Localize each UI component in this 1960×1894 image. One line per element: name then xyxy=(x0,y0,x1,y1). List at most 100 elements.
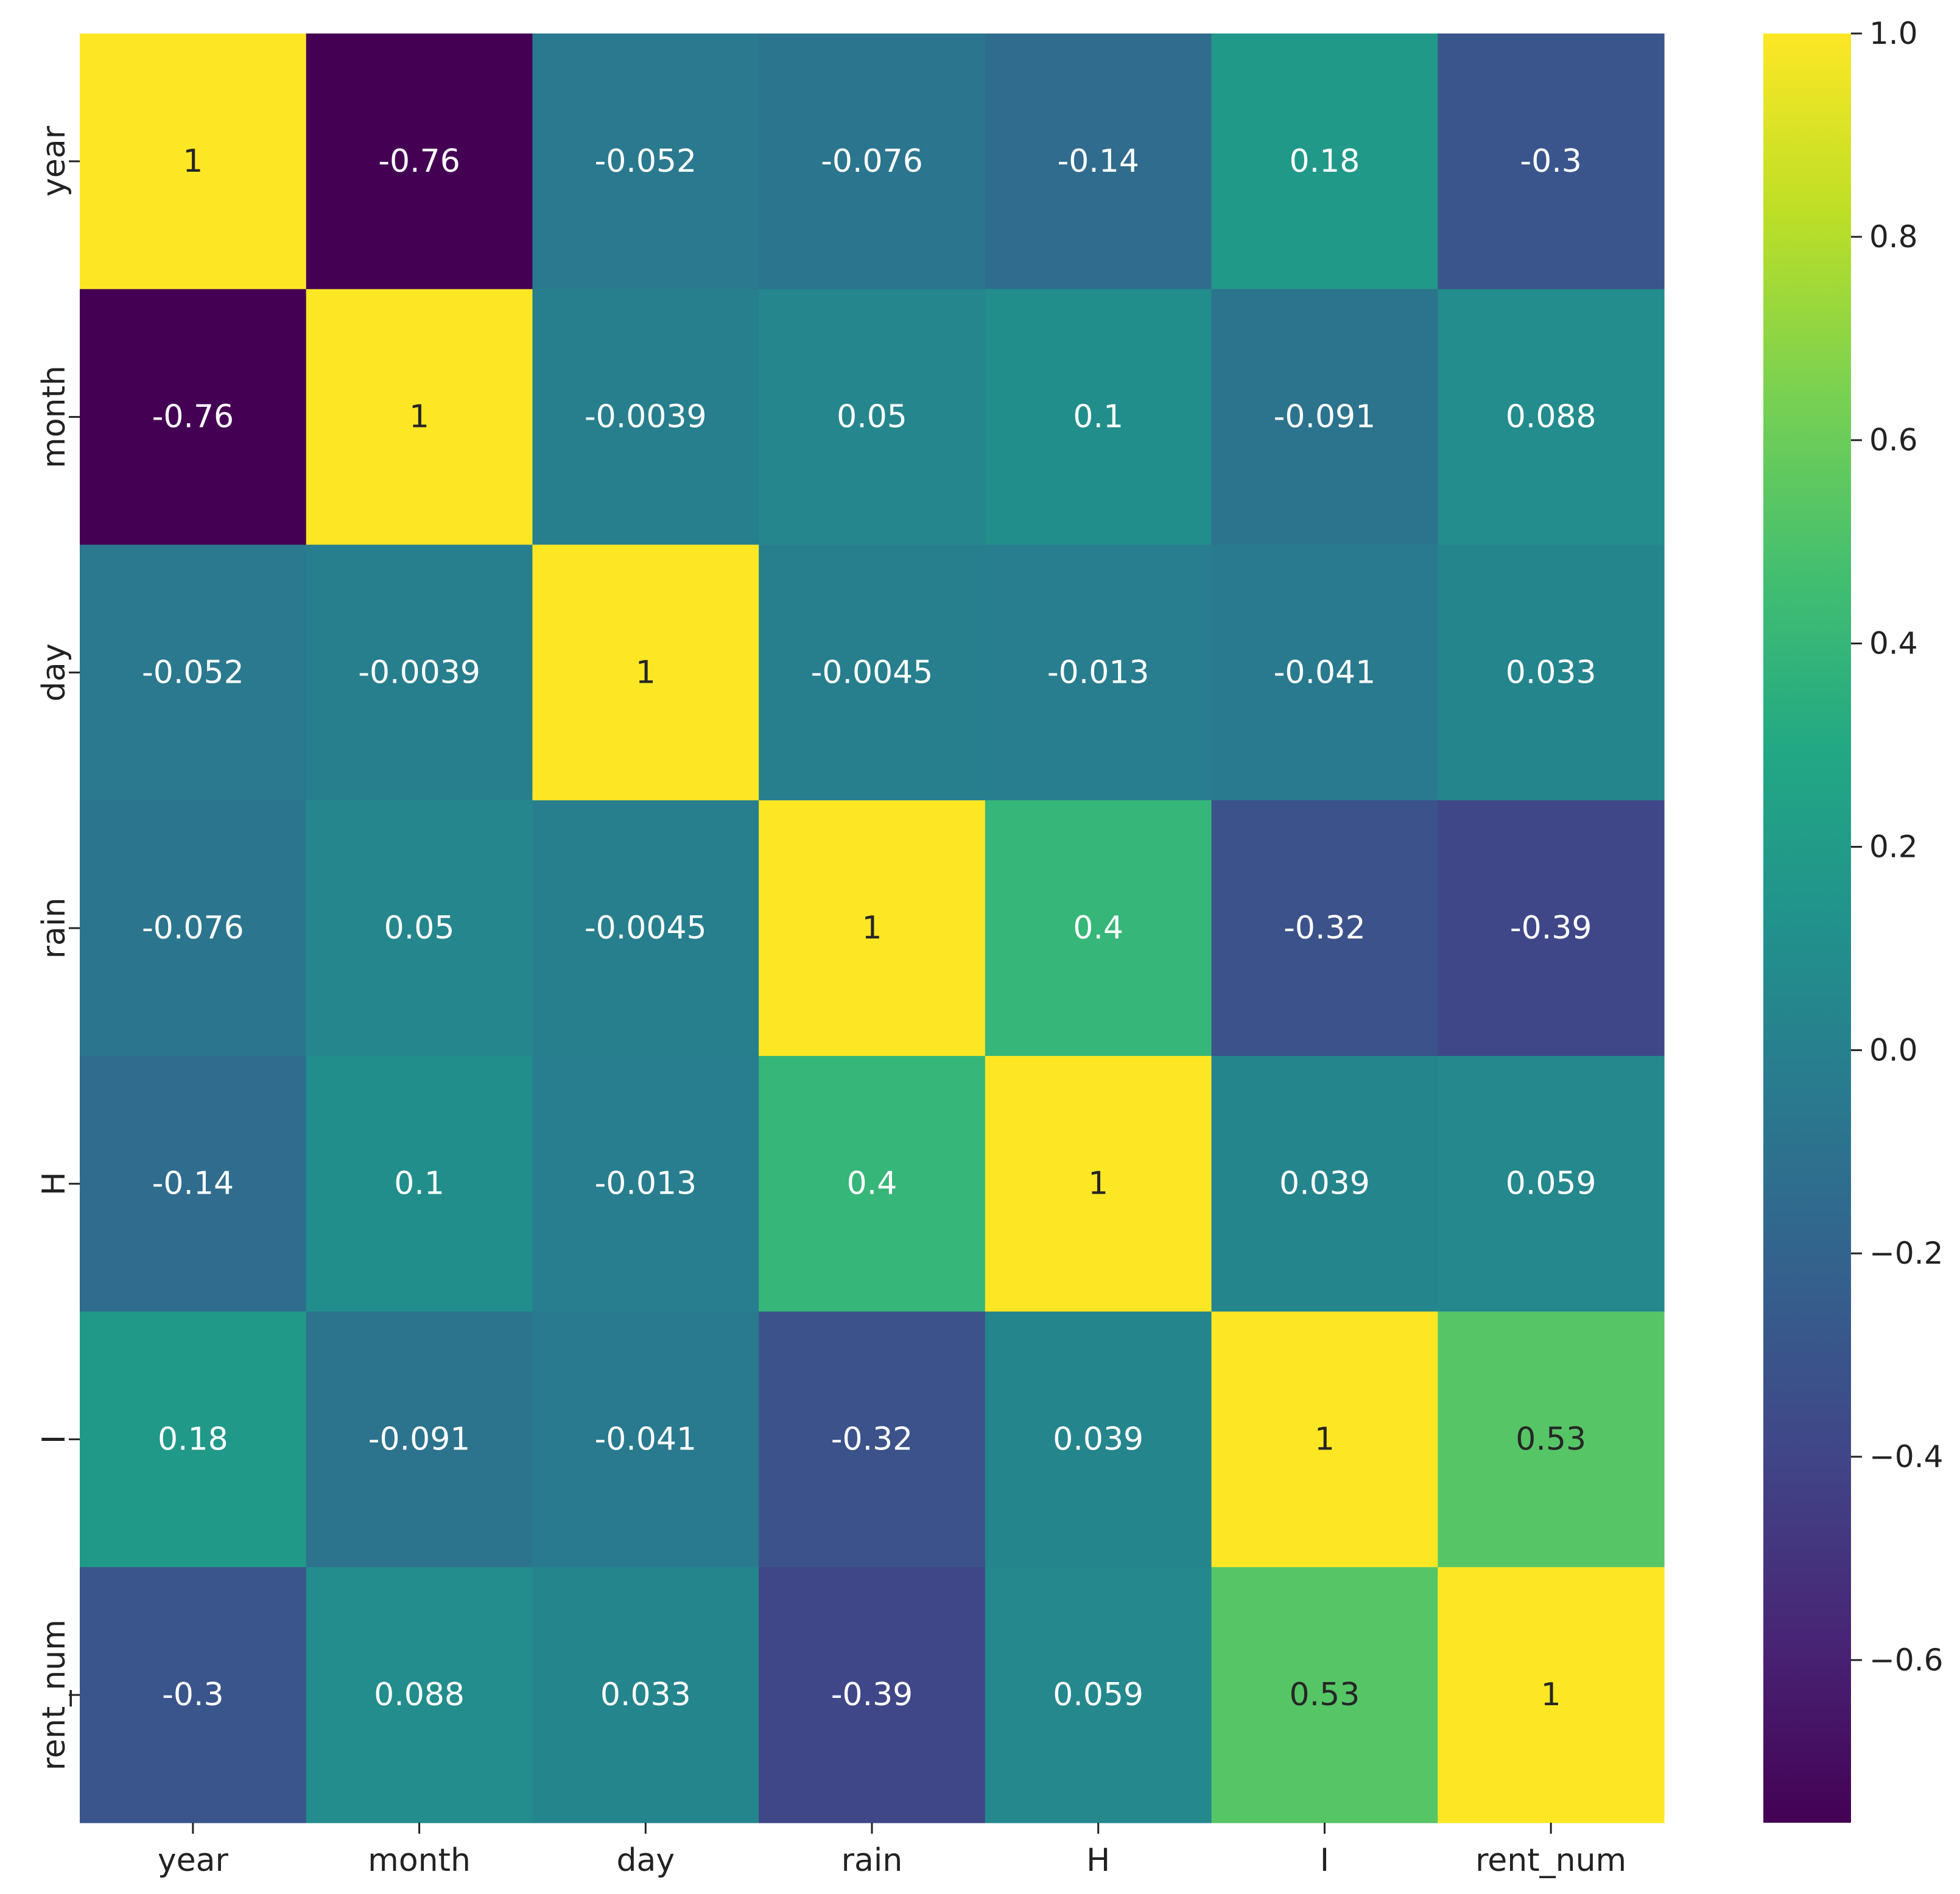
x-tick-label-I: I xyxy=(1320,1842,1329,1879)
cell-annotation-rain-day: -0.0045 xyxy=(585,910,707,946)
heatmap-cell-rent_num-H xyxy=(985,1567,1212,1823)
heatmap-cell-day-rent_num xyxy=(1438,544,1665,801)
heatmap-cell-year-year xyxy=(80,33,307,290)
cell-annotation-month-H: 0.1 xyxy=(1073,399,1123,435)
heatmap-cell-month-rent_num xyxy=(1438,289,1665,546)
colorbar-tick-label-6: −0.2 xyxy=(1869,1236,1943,1271)
cell-annotation-year-H: -0.14 xyxy=(1057,143,1139,180)
heatmap-cell-I-month xyxy=(306,1311,533,1568)
heatmap-cell-day-day xyxy=(532,544,759,801)
heatmap-cell-rain-rain xyxy=(759,800,986,1057)
heatmap-cell-rain-month xyxy=(306,800,533,1057)
cell-annotation-I-H: 0.039 xyxy=(1053,1421,1143,1457)
cell-annotation-H-rain: 0.4 xyxy=(847,1166,897,1202)
heatmap-cell-rent_num-I xyxy=(1211,1567,1438,1823)
heatmap-cell-day-month xyxy=(306,544,533,801)
cell-annotation-rent_num-I: 0.53 xyxy=(1290,1677,1360,1713)
heatmap-cell-rent_num-rent_num xyxy=(1438,1567,1665,1823)
cell-annotation-rent_num-rain: -0.39 xyxy=(831,1677,913,1713)
colorbar-tick-label-7: −0.4 xyxy=(1869,1439,1943,1474)
heatmap-cell-year-day xyxy=(532,33,759,290)
cell-annotation-rent_num-rent_num: 1 xyxy=(1541,1677,1561,1713)
cell-annotation-day-rent_num: 0.033 xyxy=(1506,654,1596,691)
heatmap-cell-rain-rent_num xyxy=(1438,800,1665,1057)
colorbar-tick-label-2: 0.6 xyxy=(1869,423,1918,458)
cell-annotation-H-day: -0.013 xyxy=(594,1166,697,1202)
cell-annotation-day-year: -0.052 xyxy=(142,654,244,691)
cell-annotation-H-month: 0.1 xyxy=(394,1166,444,1202)
heatmap-cell-H-rain xyxy=(759,1055,986,1312)
cell-annotation-H-year: -0.14 xyxy=(152,1166,234,1202)
colorbar-tick-label-4: 0.2 xyxy=(1869,829,1918,864)
heatmap-cell-rent_num-rain xyxy=(759,1567,986,1823)
heatmap-cell-year-month xyxy=(306,33,533,290)
heatmap-cell-rain-H xyxy=(985,800,1212,1057)
heatmap-cell-rain-day xyxy=(532,800,759,1057)
cell-annotation-H-I: 0.039 xyxy=(1279,1166,1370,1202)
cell-annotation-year-month: -0.76 xyxy=(378,143,460,180)
y-tick-label-rent_num: rent_num xyxy=(36,1619,72,1770)
cell-annotation-rent_num-H: 0.059 xyxy=(1053,1677,1143,1713)
colorbar-tick-label-8: −0.6 xyxy=(1869,1642,1943,1678)
cell-annotation-year-rain: -0.076 xyxy=(821,143,923,180)
cell-annotation-H-H: 1 xyxy=(1088,1166,1108,1202)
heatmap-cell-rain-I xyxy=(1211,800,1438,1057)
heatmap-cell-H-H xyxy=(985,1055,1212,1312)
heatmap-cell-day-H xyxy=(985,544,1212,801)
cell-annotation-rain-I: -0.32 xyxy=(1284,910,1366,946)
heatmap-cell-year-I xyxy=(1211,33,1438,290)
cell-annotation-rent_num-year: -0.3 xyxy=(162,1677,223,1713)
colorbar-gradient xyxy=(1763,33,1851,1823)
colorbar-tick-label-3: 0.4 xyxy=(1869,626,1918,661)
heatmap-cell-H-month xyxy=(306,1055,533,1312)
y-tick-label-year: year xyxy=(36,125,72,197)
cell-annotation-day-I: -0.041 xyxy=(1274,654,1376,691)
y-tick-label-rain: rain xyxy=(36,898,72,959)
cell-annotation-month-day: -0.0039 xyxy=(585,399,707,435)
heatmap-cell-H-rent_num xyxy=(1438,1055,1665,1312)
cell-annotation-day-H: -0.013 xyxy=(1047,654,1150,691)
heatmap-cell-month-year xyxy=(80,289,307,546)
heatmap-cell-day-I xyxy=(1211,544,1438,801)
cell-annotation-month-rent_num: 0.088 xyxy=(1506,399,1596,435)
heatmap-cell-rent_num-month xyxy=(306,1567,533,1823)
y-tick-label-day: day xyxy=(36,643,72,702)
heatmap-cell-month-day xyxy=(532,289,759,546)
heatmap-cell-year-rent_num xyxy=(1438,33,1665,290)
cell-annotation-I-rent_num: 0.53 xyxy=(1516,1421,1586,1457)
x-tick-label-rain: rain xyxy=(841,1842,903,1879)
heatmap-cell-H-day xyxy=(532,1055,759,1312)
heatmap-cell-I-year xyxy=(80,1311,307,1568)
cell-annotation-I-day: -0.041 xyxy=(594,1421,697,1457)
cell-annotation-H-rent_num: 0.059 xyxy=(1506,1166,1596,1202)
heatmap-cell-H-year xyxy=(80,1055,307,1312)
cell-annotation-rain-rain: 1 xyxy=(862,910,882,946)
x-tick-label-rent_num: rent_num xyxy=(1475,1842,1626,1879)
heatmap-cell-I-rain xyxy=(759,1311,986,1568)
heatmap-cell-I-rent_num xyxy=(1438,1311,1665,1568)
heatmap-grid: 1 -0.76 -0.052 -0.076 -0.14 0.18 -0.3 -0.76 1 -0.… xyxy=(80,33,1665,1823)
cell-annotation-year-I: 0.18 xyxy=(1290,143,1360,180)
heatmap-cell-month-rain xyxy=(759,289,986,546)
heatmap-cell-I-day xyxy=(532,1311,759,1568)
heatmap-cell-month-H xyxy=(985,289,1212,546)
heatmap-cell-month-month xyxy=(306,289,533,546)
y-tick-label-H: H xyxy=(36,1172,72,1195)
cell-annotation-day-month: -0.0039 xyxy=(358,654,480,691)
colorbar-tick-label-0: 1.0 xyxy=(1869,16,1918,51)
cell-annotation-month-I: -0.091 xyxy=(1274,399,1376,435)
y-tick-label-month: month xyxy=(36,365,72,468)
colorbar-tick-label-5: 0.0 xyxy=(1869,1032,1918,1068)
cell-annotation-month-year: -0.76 xyxy=(152,399,234,435)
heatmap-cell-I-H xyxy=(985,1311,1212,1568)
cell-annotation-year-day: -0.052 xyxy=(594,143,697,180)
x-tick-label-month: month xyxy=(368,1842,471,1879)
cell-annotation-rent_num-month: 0.088 xyxy=(374,1677,465,1713)
heatmap-cell-rent_num-day xyxy=(532,1567,759,1823)
y-tick-label-I: I xyxy=(36,1435,72,1444)
cell-annotation-rain-H: 0.4 xyxy=(1073,910,1123,946)
heatmap-cell-day-year xyxy=(80,544,307,801)
